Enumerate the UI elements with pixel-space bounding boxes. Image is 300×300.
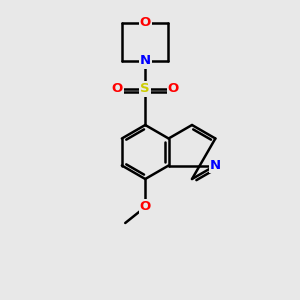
Text: O: O (140, 16, 151, 29)
Text: O: O (168, 82, 179, 95)
Text: S: S (140, 82, 150, 95)
Text: O: O (112, 82, 123, 95)
Text: N: N (210, 159, 221, 172)
Text: N: N (140, 55, 151, 68)
Text: O: O (140, 200, 151, 214)
